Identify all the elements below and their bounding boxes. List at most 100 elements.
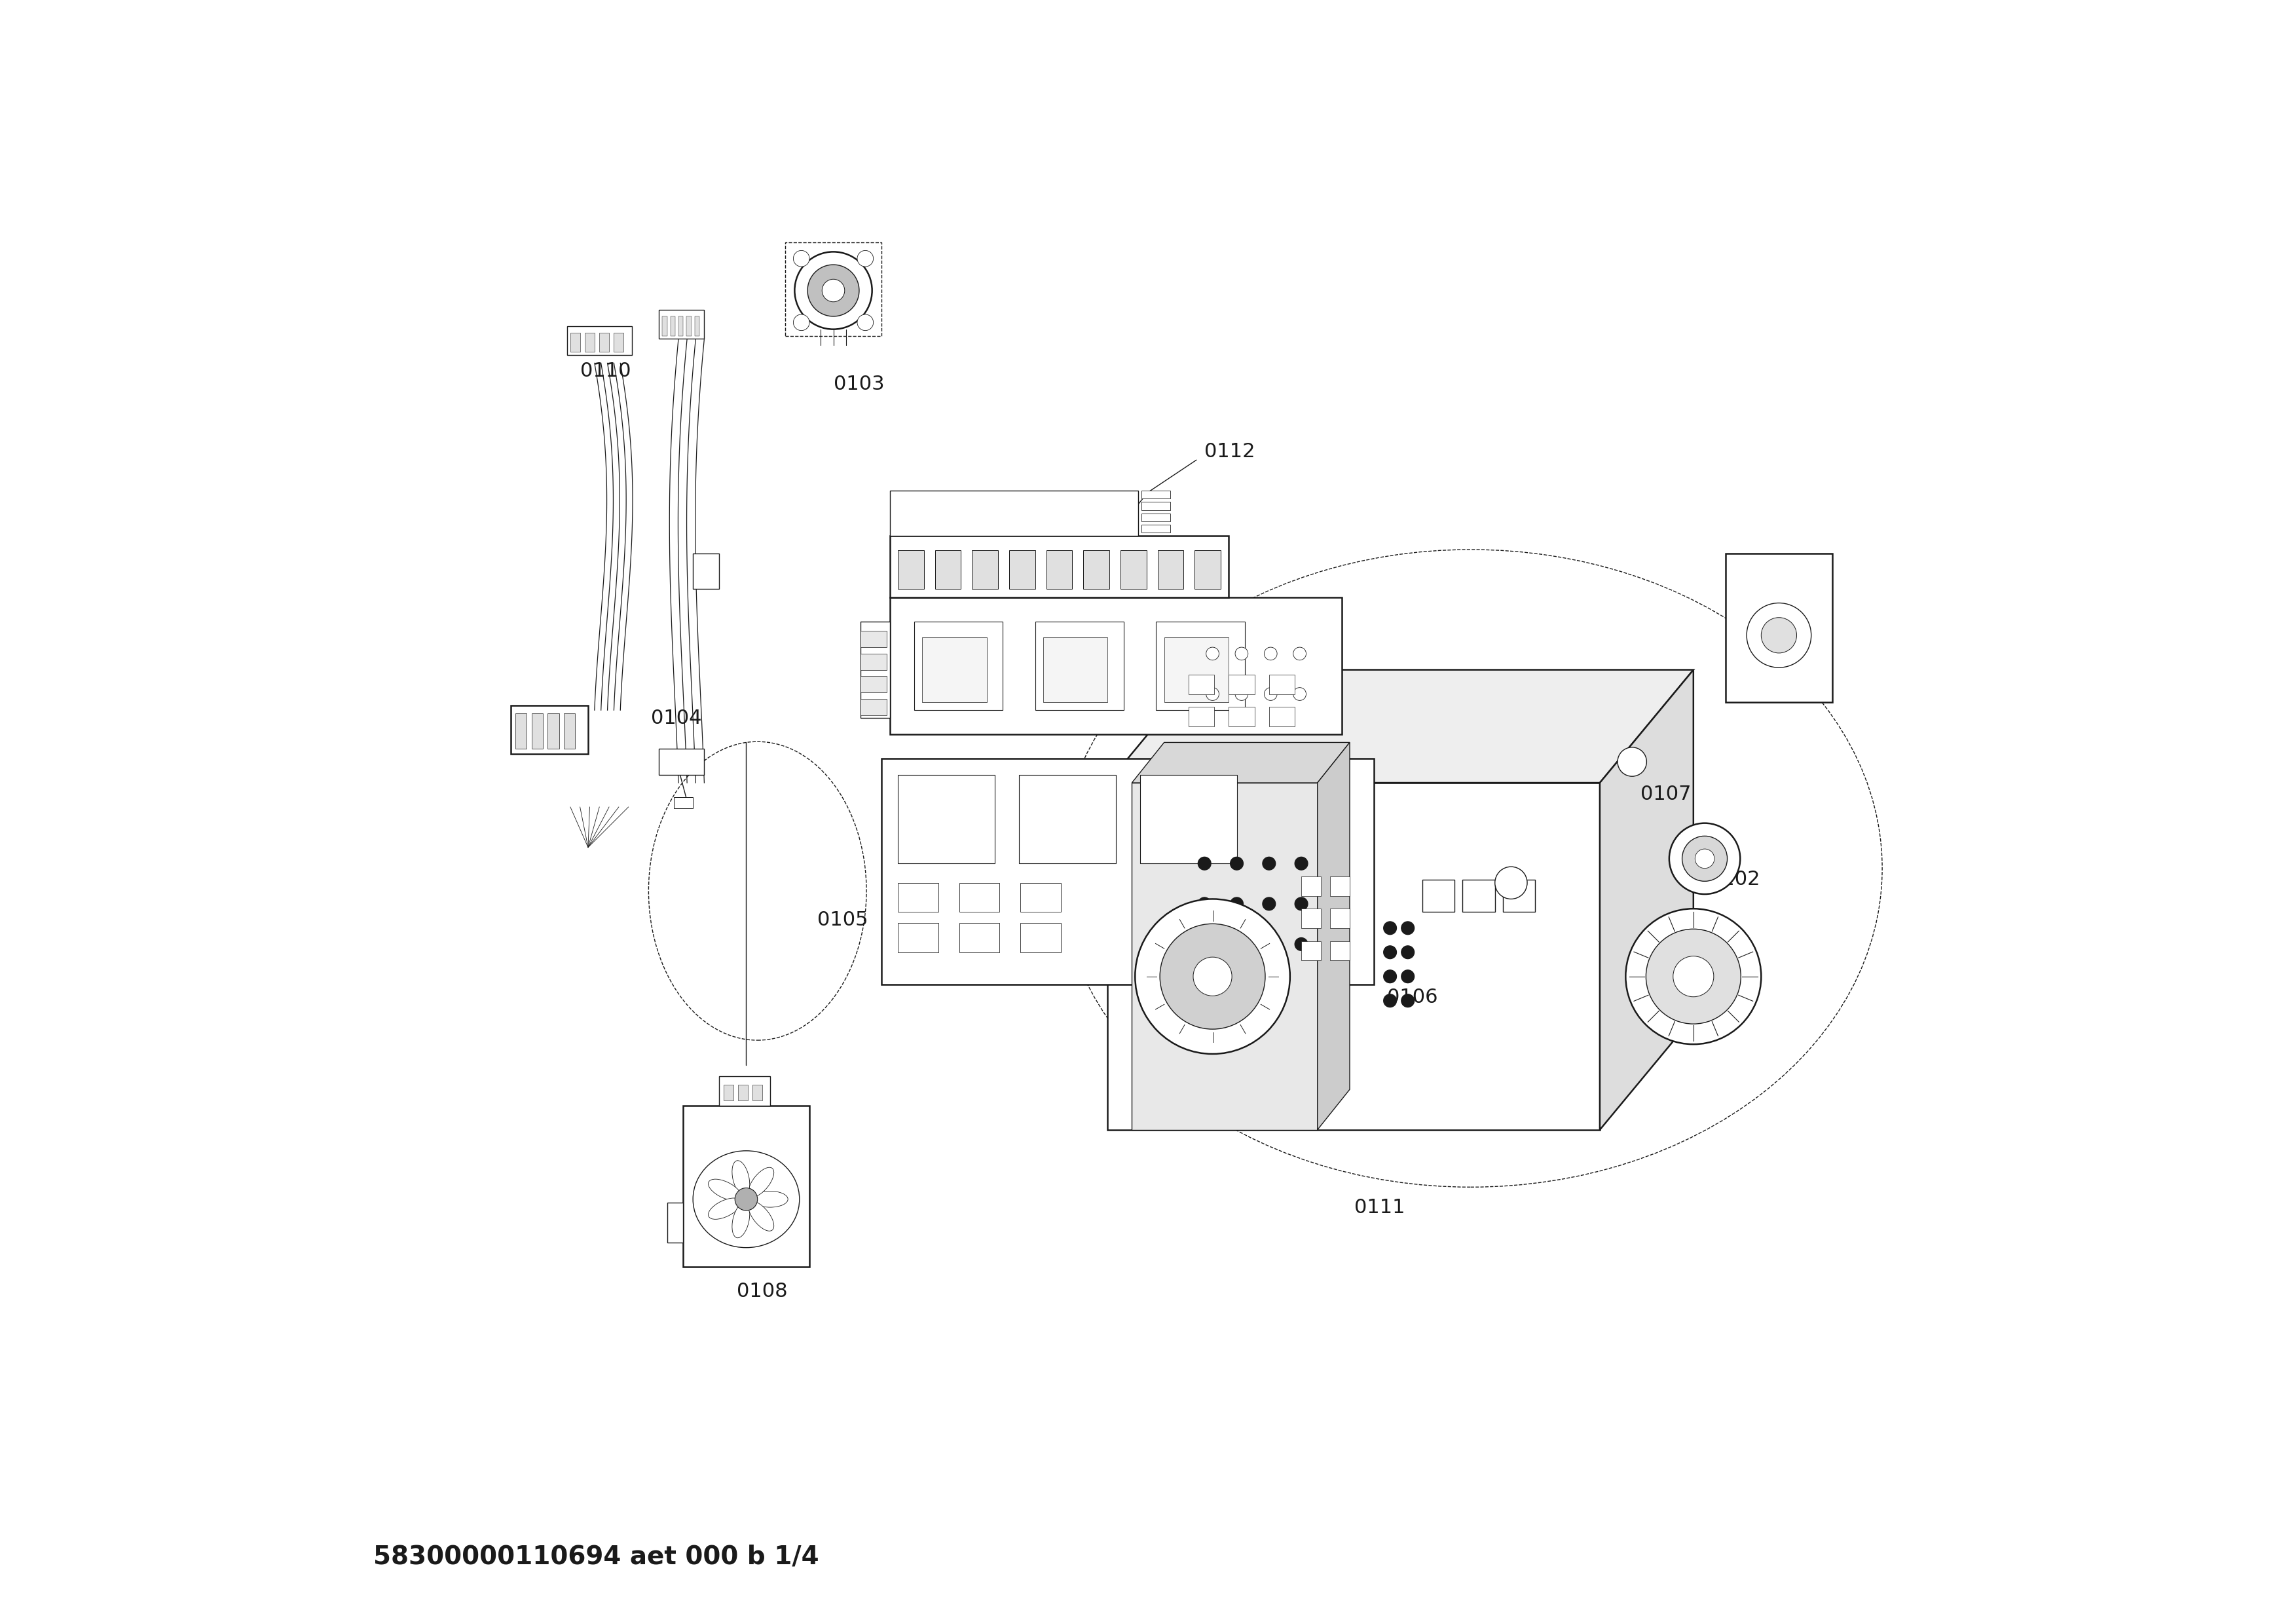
- Ellipse shape: [753, 1191, 788, 1207]
- Bar: [737, 1085, 748, 1101]
- Bar: [1010, 550, 1035, 589]
- Circle shape: [1619, 747, 1646, 776]
- Circle shape: [1384, 946, 1396, 959]
- Bar: [1329, 909, 1350, 928]
- Bar: [1035, 621, 1123, 710]
- Ellipse shape: [732, 1160, 751, 1196]
- Circle shape: [1199, 857, 1210, 870]
- Bar: [1084, 550, 1109, 589]
- Circle shape: [1384, 922, 1396, 935]
- Text: 0102: 0102: [1711, 870, 1761, 889]
- Polygon shape: [1318, 742, 1350, 1130]
- Bar: [1141, 525, 1171, 533]
- Circle shape: [1199, 938, 1210, 951]
- Bar: [1270, 707, 1295, 726]
- Text: 0113: 0113: [1766, 575, 1816, 594]
- Circle shape: [1384, 970, 1396, 983]
- Circle shape: [1293, 688, 1306, 700]
- Circle shape: [808, 265, 859, 316]
- Circle shape: [1747, 604, 1812, 668]
- Bar: [613, 332, 625, 352]
- Bar: [861, 631, 886, 647]
- Bar: [1157, 550, 1182, 589]
- Circle shape: [1265, 647, 1277, 660]
- Bar: [659, 749, 705, 775]
- Bar: [510, 705, 588, 754]
- Ellipse shape: [693, 1151, 799, 1248]
- Bar: [1194, 550, 1221, 589]
- Bar: [585, 332, 595, 352]
- Circle shape: [1199, 897, 1210, 910]
- Bar: [567, 326, 631, 355]
- Bar: [891, 536, 1228, 597]
- Bar: [960, 923, 999, 952]
- Polygon shape: [1132, 742, 1350, 783]
- Bar: [1727, 554, 1832, 702]
- Bar: [719, 1077, 771, 1106]
- Circle shape: [1626, 909, 1761, 1044]
- Ellipse shape: [748, 1201, 774, 1231]
- Circle shape: [1159, 923, 1265, 1030]
- Bar: [1047, 550, 1072, 589]
- Bar: [891, 491, 1139, 536]
- Circle shape: [794, 250, 810, 266]
- Circle shape: [1235, 647, 1249, 660]
- Polygon shape: [1600, 670, 1694, 1130]
- Bar: [898, 550, 923, 589]
- Bar: [549, 713, 558, 749]
- Bar: [1019, 923, 1061, 952]
- Circle shape: [1761, 618, 1798, 654]
- Bar: [693, 554, 719, 589]
- Bar: [1120, 550, 1146, 589]
- Circle shape: [1265, 688, 1277, 700]
- Text: 0108: 0108: [737, 1282, 788, 1301]
- Circle shape: [1263, 897, 1277, 910]
- Bar: [898, 883, 939, 912]
- Polygon shape: [1132, 783, 1318, 1130]
- Bar: [1019, 883, 1061, 912]
- Circle shape: [1263, 938, 1277, 951]
- Circle shape: [822, 279, 845, 302]
- Bar: [684, 1106, 808, 1267]
- Polygon shape: [1107, 670, 1694, 783]
- Circle shape: [856, 315, 872, 331]
- Circle shape: [1694, 849, 1715, 868]
- Polygon shape: [1107, 783, 1600, 1130]
- Circle shape: [1235, 688, 1249, 700]
- Bar: [960, 883, 999, 912]
- Bar: [1189, 675, 1215, 694]
- Circle shape: [1134, 899, 1290, 1054]
- Bar: [1164, 638, 1228, 702]
- Bar: [923, 638, 987, 702]
- Bar: [687, 316, 691, 336]
- Bar: [533, 713, 542, 749]
- Bar: [891, 597, 1341, 734]
- Bar: [661, 316, 668, 336]
- Bar: [1504, 880, 1536, 912]
- Bar: [1141, 502, 1171, 510]
- Ellipse shape: [732, 1202, 751, 1238]
- Text: 0104: 0104: [652, 709, 703, 728]
- Text: 0112: 0112: [1205, 442, 1256, 462]
- Bar: [1019, 775, 1116, 863]
- Circle shape: [1231, 938, 1242, 951]
- Circle shape: [735, 1188, 758, 1210]
- Text: 58300000110694 aet 000 b 1/4: 58300000110694 aet 000 b 1/4: [374, 1545, 820, 1569]
- Circle shape: [1384, 994, 1396, 1007]
- Bar: [668, 1202, 684, 1243]
- Bar: [1141, 513, 1171, 521]
- Bar: [898, 775, 994, 863]
- Text: 0111: 0111: [1355, 1198, 1405, 1217]
- Circle shape: [1295, 897, 1309, 910]
- Circle shape: [1401, 994, 1414, 1007]
- Circle shape: [1194, 957, 1233, 996]
- Bar: [861, 654, 886, 670]
- Circle shape: [1401, 970, 1414, 983]
- Circle shape: [1205, 688, 1219, 700]
- Bar: [1270, 675, 1295, 694]
- Text: 0106: 0106: [1387, 988, 1437, 1007]
- Circle shape: [1295, 938, 1309, 951]
- Bar: [1042, 638, 1107, 702]
- Bar: [670, 316, 675, 336]
- Bar: [861, 676, 886, 692]
